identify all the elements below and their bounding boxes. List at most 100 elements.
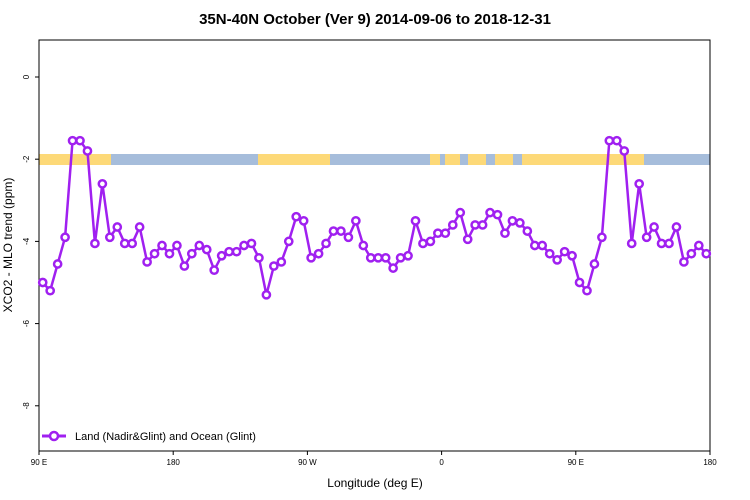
point xyxy=(142,257,152,267)
point xyxy=(149,248,160,259)
point xyxy=(37,277,48,288)
point xyxy=(365,252,376,263)
point xyxy=(172,240,182,251)
point xyxy=(433,228,443,239)
point xyxy=(582,285,592,296)
point xyxy=(127,238,138,249)
point xyxy=(693,240,704,251)
land-band xyxy=(430,154,440,165)
point xyxy=(619,146,630,156)
point xyxy=(604,135,615,146)
point xyxy=(313,248,324,259)
point xyxy=(492,209,503,220)
legend-marker xyxy=(48,430,60,442)
point xyxy=(649,222,659,232)
point xyxy=(537,240,548,251)
x-tick-label: 180 xyxy=(703,458,717,467)
point xyxy=(52,259,63,269)
point xyxy=(216,250,227,261)
point xyxy=(276,257,287,267)
point xyxy=(425,236,436,247)
point xyxy=(231,246,242,257)
land-band xyxy=(468,154,486,165)
point xyxy=(119,238,130,249)
point xyxy=(224,246,234,257)
point xyxy=(67,135,78,146)
point xyxy=(75,135,85,146)
point xyxy=(328,226,339,236)
point xyxy=(261,289,272,300)
point xyxy=(634,179,645,189)
land-band xyxy=(495,154,513,165)
point xyxy=(112,222,123,232)
point xyxy=(597,232,607,243)
point xyxy=(686,248,697,259)
point xyxy=(134,222,145,232)
legend: Land (Nadir&Glint) and Ocean (Glint) xyxy=(42,430,256,443)
point xyxy=(679,257,689,267)
point xyxy=(380,252,391,263)
x-tick-label: 90 E xyxy=(31,458,47,467)
point xyxy=(574,277,585,288)
point xyxy=(567,250,577,261)
point xyxy=(447,220,458,230)
chart-title: 35N-40N October (Ver 9) 2014-09-06 to 20… xyxy=(199,11,551,28)
point xyxy=(60,232,70,243)
point xyxy=(403,250,413,261)
point xyxy=(559,246,570,257)
point xyxy=(239,240,249,251)
y-tick-label: 0 xyxy=(22,74,31,79)
point xyxy=(269,261,279,271)
legend-label: Land (Nadir&Glint) and Ocean (Glint) xyxy=(75,431,256,443)
point xyxy=(373,252,384,263)
point xyxy=(179,261,190,271)
point xyxy=(529,240,540,251)
point xyxy=(254,252,264,263)
point xyxy=(544,248,555,259)
point xyxy=(701,248,712,259)
point xyxy=(641,232,652,243)
land-band xyxy=(39,154,111,165)
point xyxy=(321,238,331,249)
point xyxy=(522,226,533,236)
point xyxy=(90,238,100,249)
point xyxy=(395,252,406,263)
point xyxy=(97,179,108,189)
point xyxy=(477,220,488,230)
x-tick-label: 90 E xyxy=(568,458,584,467)
point xyxy=(507,215,518,226)
ocean-band xyxy=(39,154,710,165)
point xyxy=(418,238,428,249)
point xyxy=(410,215,421,226)
x-tick-label: 180 xyxy=(167,458,181,467)
point xyxy=(104,232,115,243)
point xyxy=(664,238,674,249)
point xyxy=(283,236,294,247)
point xyxy=(611,135,622,146)
land-band xyxy=(258,154,330,165)
land-band xyxy=(445,154,460,165)
land-band xyxy=(522,154,644,165)
point xyxy=(45,285,56,296)
point xyxy=(291,211,302,222)
point xyxy=(336,226,346,236)
point xyxy=(470,220,480,230)
point xyxy=(164,248,175,259)
point xyxy=(485,207,495,218)
point xyxy=(440,228,451,239)
x-axis-label: Longitude (deg E) xyxy=(327,476,422,490)
plot-frame xyxy=(38,39,711,452)
point xyxy=(82,146,93,156)
point xyxy=(589,259,600,269)
y-axis-label: XCO2 - MLO trend (ppm) xyxy=(1,178,15,313)
point xyxy=(552,255,563,265)
y-tick-label: -4 xyxy=(22,237,31,245)
point xyxy=(626,238,637,249)
point xyxy=(298,215,309,226)
point xyxy=(462,234,473,245)
point xyxy=(209,265,220,276)
point xyxy=(306,252,316,263)
point xyxy=(194,240,205,251)
x-tick-label: 0 xyxy=(439,458,444,467)
